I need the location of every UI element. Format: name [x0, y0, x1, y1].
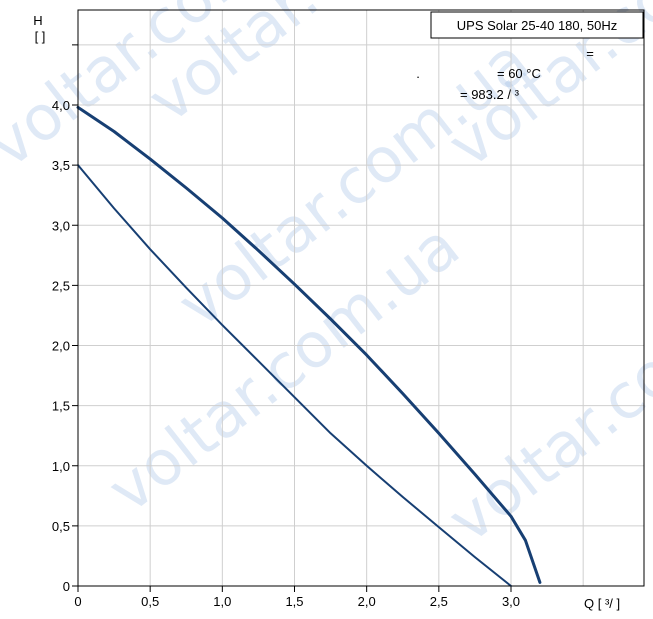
grid-lines [78, 10, 644, 586]
y-tick-label: 2,5 [52, 278, 70, 293]
y-axis-unit: [ ] [35, 29, 46, 44]
watermark-layer: voltar.com.uavoltar.com.uavoltar.com.uav… [0, 0, 653, 557]
info-line-1: = [586, 46, 594, 61]
chart-title: UPS Solar 25-40 180, 50Hz [457, 18, 617, 33]
y-tick-label: 2,0 [52, 339, 70, 354]
y-tick-label: 0 [63, 579, 70, 594]
y-tick-label: 0,5 [52, 519, 70, 534]
y-tick-label: 3,5 [52, 158, 70, 173]
x-tick-label: 2,5 [430, 594, 448, 609]
series-line-2 [77, 164, 512, 587]
watermark-text: voltar.com.ua [434, 239, 653, 557]
x-tick-label: 3,0 [502, 594, 520, 609]
info-line-4: = 983.2 / ³ [460, 87, 520, 102]
x-tick-label: 2,0 [358, 594, 376, 609]
tick-labels: 0 0,5 1,0 1,5 2,0 2,5 3,0 3,5 4,0 0 0,5 1,0 1,5 2,0 2,… [52, 44, 520, 609]
y-tick-label: 4,0 [52, 98, 70, 113]
x-tick-label: 0,5 [141, 594, 159, 609]
x-tick-label: 0 [74, 594, 81, 609]
series-line-1 [76, 105, 542, 584]
y-tick-label: 1,5 [52, 399, 70, 414]
series-layer [76, 105, 542, 587]
info-line-3: = 60 °C [497, 66, 541, 81]
plot-frame [77, 9, 645, 587]
y-tick-label: 3,0 [52, 218, 70, 233]
y-axis-symbol: H [33, 13, 42, 28]
x-tick-label: 1,5 [285, 594, 303, 609]
title-box [430, 11, 644, 39]
info-line-2: . [416, 66, 420, 81]
y-tick-label: 1,0 [52, 459, 70, 474]
x-tick-label: 1,0 [213, 594, 231, 609]
x-axis-title: Q [ ³/ ] [584, 596, 620, 611]
